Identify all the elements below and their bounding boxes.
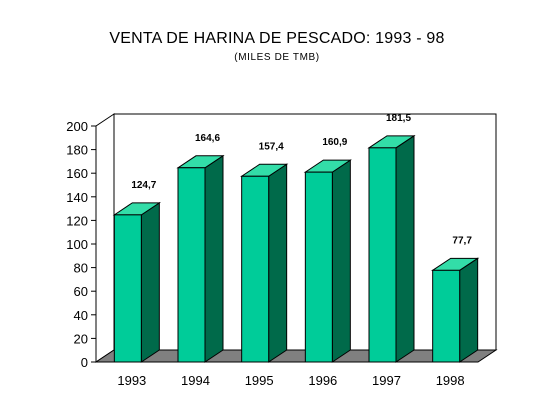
y-tick-label: 180 xyxy=(66,143,88,158)
x-tick-label: 1997 xyxy=(372,373,401,388)
bar-front xyxy=(177,167,206,363)
bar-side xyxy=(459,257,479,363)
x-tick-label: 1993 xyxy=(117,373,146,388)
y-tick-label: 60 xyxy=(74,284,88,299)
y-tick-label: 0 xyxy=(81,355,88,370)
bar-front xyxy=(432,269,461,363)
bar-front xyxy=(113,214,142,363)
y-tick-label: 100 xyxy=(66,237,88,252)
bar xyxy=(240,163,289,363)
bar xyxy=(367,134,416,363)
bar-side xyxy=(331,159,351,363)
y-tick-label: 80 xyxy=(74,261,88,276)
data-label: 181,5 xyxy=(386,113,411,124)
x-axis: 1993 1994 1995 1996 1997 1998 xyxy=(96,361,478,388)
data-label: 124,7 xyxy=(131,180,156,191)
bar-side xyxy=(268,163,288,363)
y-tick-label: 120 xyxy=(66,213,88,228)
x-tick-label: 1996 xyxy=(308,373,337,388)
y-axis: 0 20 40 60 80 100 120 140 160 180 200 xyxy=(66,119,97,370)
bar xyxy=(431,257,480,363)
y-tick-label: 40 xyxy=(74,308,88,323)
y-tick-label: 140 xyxy=(66,190,88,205)
data-labels: 124,7 164,6 157,4 160,9 181,5 77,7 xyxy=(131,113,472,246)
bar xyxy=(112,201,161,363)
y-tick-label: 200 xyxy=(66,119,88,134)
chart-title: VENTA DE HARINA DE PESCADO: 1993 - 98 xyxy=(109,30,445,47)
side-wall xyxy=(95,113,115,363)
y-tick-label: 20 xyxy=(74,331,88,346)
x-tick-label: 1994 xyxy=(181,373,210,388)
chart-subtitle: (MILES DE TMB) xyxy=(234,52,320,63)
data-label: 77,7 xyxy=(452,235,472,246)
bar xyxy=(176,154,225,363)
bar-side xyxy=(395,134,415,363)
bar-side xyxy=(204,154,224,363)
x-tick-label: 1995 xyxy=(245,373,274,388)
bars xyxy=(112,134,480,363)
bar xyxy=(303,159,352,363)
x-tick-label: 1998 xyxy=(436,373,465,388)
bar-front xyxy=(241,175,270,363)
y-tick-label: 160 xyxy=(66,166,88,181)
bar-side xyxy=(140,201,160,363)
data-label: 160,9 xyxy=(322,137,347,148)
data-label: 164,6 xyxy=(195,133,220,144)
data-label: 157,4 xyxy=(259,141,284,152)
bar-front xyxy=(304,171,333,363)
bar-front xyxy=(368,147,397,363)
